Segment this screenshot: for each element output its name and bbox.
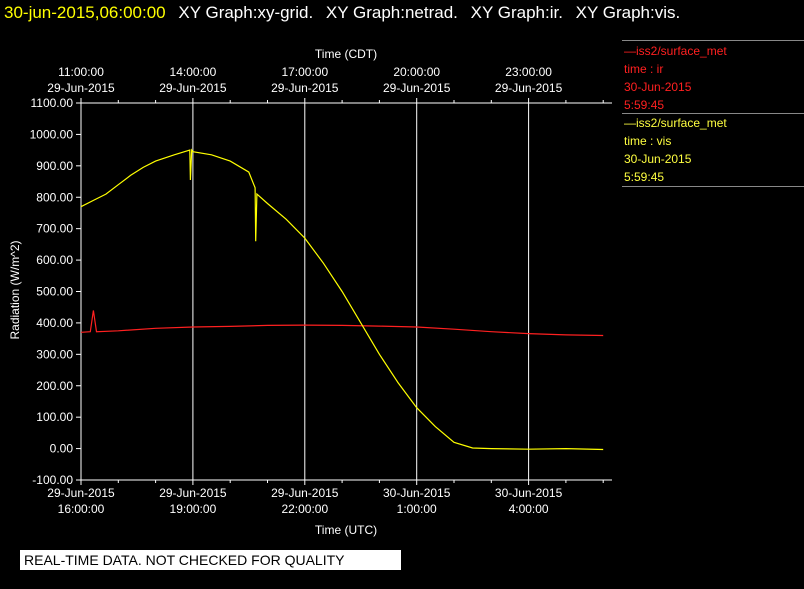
x-tick-date: 30-Jun-2015 (495, 486, 563, 500)
legend-vis-date: 30-Jun-2015 (624, 152, 692, 166)
legend-separator (622, 113, 804, 114)
y-tick-label: 200.00 (36, 379, 73, 393)
x-tick-time: 19:00:00 (170, 502, 217, 516)
y-tick-label: 900.00 (36, 159, 73, 173)
y-tick-label: 300.00 (36, 347, 73, 361)
y-tick-label: -100.00 (32, 473, 73, 487)
x-tick-time: 16:00:00 (58, 502, 105, 516)
y-tick-label: 600.00 (36, 253, 73, 267)
y-tick-label: 400.00 (36, 316, 73, 330)
y-tick-label: 0.00 (50, 442, 74, 456)
top-x-tick-date: 29-Jun-2015 (47, 81, 115, 95)
series-line-ir (80, 310, 604, 337)
x-tick-date: 30-Jun-2015 (383, 486, 451, 500)
legend-vis-variable: time : vis (624, 134, 672, 148)
top-x-tick-time: 14:00:00 (170, 65, 217, 79)
x-tick-date: 29-Jun-2015 (159, 486, 227, 500)
graph-title-ir: XY Graph:ir. (470, 3, 563, 22)
y-tick-label: 700.00 (36, 222, 73, 236)
y-tick-label: 1100.00 (31, 96, 74, 110)
top-x-tick-time: 23:00:00 (505, 65, 552, 79)
x-tick-date: 29-Jun-2015 (271, 486, 339, 500)
top-x-tick-date: 29-Jun-2015 (159, 81, 227, 95)
x-tick-date: 29-Jun-2015 (47, 486, 115, 500)
top-x-tick-date: 29-Jun-2015 (383, 81, 451, 95)
series-layer (80, 148, 604, 451)
graph-title-netrad: XY Graph:netrad. (325, 3, 458, 22)
top-x-tick-date: 29-Jun-2015 (495, 81, 563, 95)
top-x-tick-time: 20:00:00 (393, 65, 440, 79)
y-tick-label: 500.00 (36, 285, 73, 299)
graph-title-vis: XY Graph:vis. (575, 3, 681, 22)
y-axis-title: Radiation (W/m^2) (8, 241, 22, 340)
x-axis-title: Time (UTC) (315, 523, 377, 537)
top-axis-title: Time (CDT) (315, 47, 377, 61)
series-line-vis (80, 148, 604, 451)
radiation-chart: -100.00 0.00 100.00 200.00 300.00 400.00 500.0… (8, 47, 612, 537)
graph-title-xy-grid: XY Graph:xy-grid. (178, 3, 314, 22)
x-tick-time: 22:00:00 (281, 502, 328, 516)
y-tick-label: 100.00 (36, 410, 73, 424)
quality-disclaimer: REAL-TIME DATA. NOT CHECKED FOR QUALITY (20, 550, 401, 570)
top-x-tick-date: 29-Jun-2015 (271, 81, 339, 95)
legend-ir-variable: time : ir (624, 62, 664, 76)
grid-layer (192, 103, 530, 480)
legend-vis-time: 5:59:45 (624, 170, 665, 184)
axes-layer: -100.00 0.00 100.00 200.00 300.00 400.00 500.0… (30, 65, 612, 516)
top-x-tick-time: 17:00:00 (281, 65, 328, 79)
legend-ir-date: 30-Jun-2015 (624, 80, 692, 94)
chart-header: 30-jun-2015,06:00:00 XY Graph:xy-grid. X… (0, 0, 804, 28)
timestamp: 30-jun-2015,06:00:00 (4, 3, 166, 22)
legend-ir: —iss2/surface_met time : ir 30-Jun-2015 … (624, 42, 727, 114)
legend-ir-time: 5:59:45 (624, 98, 665, 112)
y-tick-label: 1000.00 (30, 127, 74, 141)
legend-ir-source: —iss2/surface_met (624, 44, 727, 58)
x-tick-time: 1:00:00 (397, 502, 437, 516)
top-x-tick-time: 11:00:00 (58, 65, 104, 79)
y-tick-label: 800.00 (36, 190, 73, 204)
legend-vis-source: —iss2/surface_met (624, 116, 727, 130)
legend-separator (622, 186, 804, 187)
legend-vis: —iss2/surface_met time : vis 30-Jun-2015… (624, 114, 727, 186)
legend-separator (622, 40, 804, 41)
x-tick-time: 4:00:00 (509, 502, 549, 516)
